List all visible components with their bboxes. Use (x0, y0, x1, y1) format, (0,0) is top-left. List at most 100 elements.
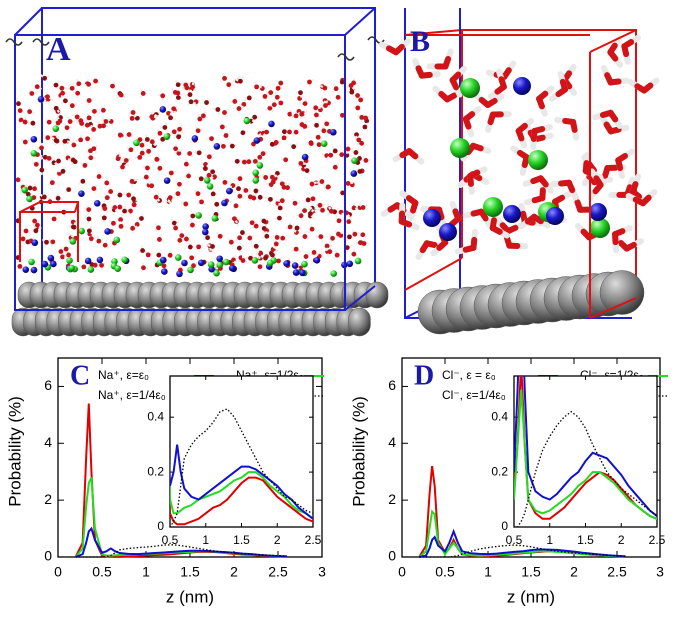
oxygen (157, 130, 163, 136)
oxygen (141, 265, 146, 271)
ion (221, 199, 228, 207)
oxygen (34, 84, 40, 90)
break-mark (337, 53, 355, 61)
oxygen (361, 241, 367, 246)
ion (203, 177, 211, 184)
bond (629, 188, 643, 200)
oxygen (60, 254, 65, 260)
oxygen (298, 213, 304, 219)
oxygen (91, 127, 97, 132)
oxygen (246, 95, 252, 101)
oxygen (307, 79, 312, 85)
oxygen (17, 263, 23, 269)
ion (30, 135, 38, 143)
oxygen (78, 137, 84, 143)
oxygen (294, 225, 300, 231)
ion (301, 153, 309, 161)
oxygen (102, 206, 108, 211)
legend-label: Cl⁻, ε = ε₀ (442, 368, 496, 382)
oxygen (101, 123, 106, 129)
oxygen (293, 246, 299, 252)
oxygen (117, 132, 123, 138)
ion (222, 258, 230, 266)
oxygen (241, 102, 247, 107)
oxygen (320, 207, 325, 213)
oxygen (184, 85, 190, 91)
x-tick-label: 3 (656, 564, 664, 580)
oxygen (362, 124, 368, 130)
break-mark (32, 38, 50, 46)
ion (211, 215, 219, 222)
oxygen (129, 179, 135, 184)
oxygen (206, 172, 212, 178)
oxygen (191, 263, 196, 269)
oxygen (357, 169, 363, 174)
oxygen (60, 168, 66, 174)
x-tick-label: 0.5 (92, 564, 112, 580)
oxygen (55, 120, 61, 126)
oxygen (248, 255, 253, 261)
oxygen (86, 207, 92, 213)
oxygen (292, 200, 298, 206)
oxygen (276, 258, 281, 264)
oxygen (336, 218, 342, 224)
oxygen (110, 83, 115, 89)
oxygen (177, 181, 182, 187)
oxygen (173, 146, 179, 152)
oxygen (44, 239, 49, 245)
oxygen (247, 194, 253, 200)
box-edge (344, 285, 376, 311)
ion (161, 268, 168, 275)
oxygen (112, 205, 118, 210)
ion (21, 186, 29, 194)
oxygen (322, 85, 328, 91)
oxygen (237, 193, 243, 199)
oxygen (253, 243, 259, 249)
bond (462, 116, 472, 130)
oxygen (279, 198, 285, 204)
oxygen (310, 196, 316, 202)
ion (439, 223, 457, 241)
ion (346, 260, 354, 268)
oxygen (319, 179, 325, 184)
ion (423, 209, 441, 227)
oxygen (238, 78, 243, 84)
oxygen (66, 252, 72, 258)
oxygen (60, 90, 66, 96)
x-tick-label: 0 (398, 564, 406, 580)
oxygen (328, 152, 334, 158)
oxygen (139, 142, 145, 148)
oxygen (97, 123, 103, 129)
oxygen (268, 196, 273, 202)
oxygen (302, 101, 308, 107)
oxygen (96, 238, 102, 244)
oxygen (352, 231, 358, 237)
oxygen (128, 147, 134, 153)
oxygen (287, 111, 293, 117)
ion (22, 266, 30, 273)
ion (216, 261, 224, 269)
oxygen (357, 240, 363, 246)
ion (93, 200, 101, 207)
bond (641, 82, 654, 94)
oxygen (232, 216, 237, 222)
oxygen (339, 79, 345, 85)
bond (392, 43, 405, 56)
ion (354, 257, 362, 265)
ion (84, 257, 92, 265)
oxygen (118, 217, 124, 223)
oxygen (314, 112, 319, 118)
ion (256, 162, 264, 169)
oxygen (237, 176, 243, 182)
oxygen (104, 180, 110, 186)
oxygen (246, 159, 252, 165)
oxygen (33, 161, 39, 167)
oxygen (283, 157, 289, 163)
bond (489, 225, 503, 235)
oxygen (327, 249, 333, 255)
oxygen (302, 208, 307, 214)
series-line (418, 528, 626, 558)
y-tick-label: 2 (388, 491, 396, 507)
oxygen (345, 146, 351, 152)
